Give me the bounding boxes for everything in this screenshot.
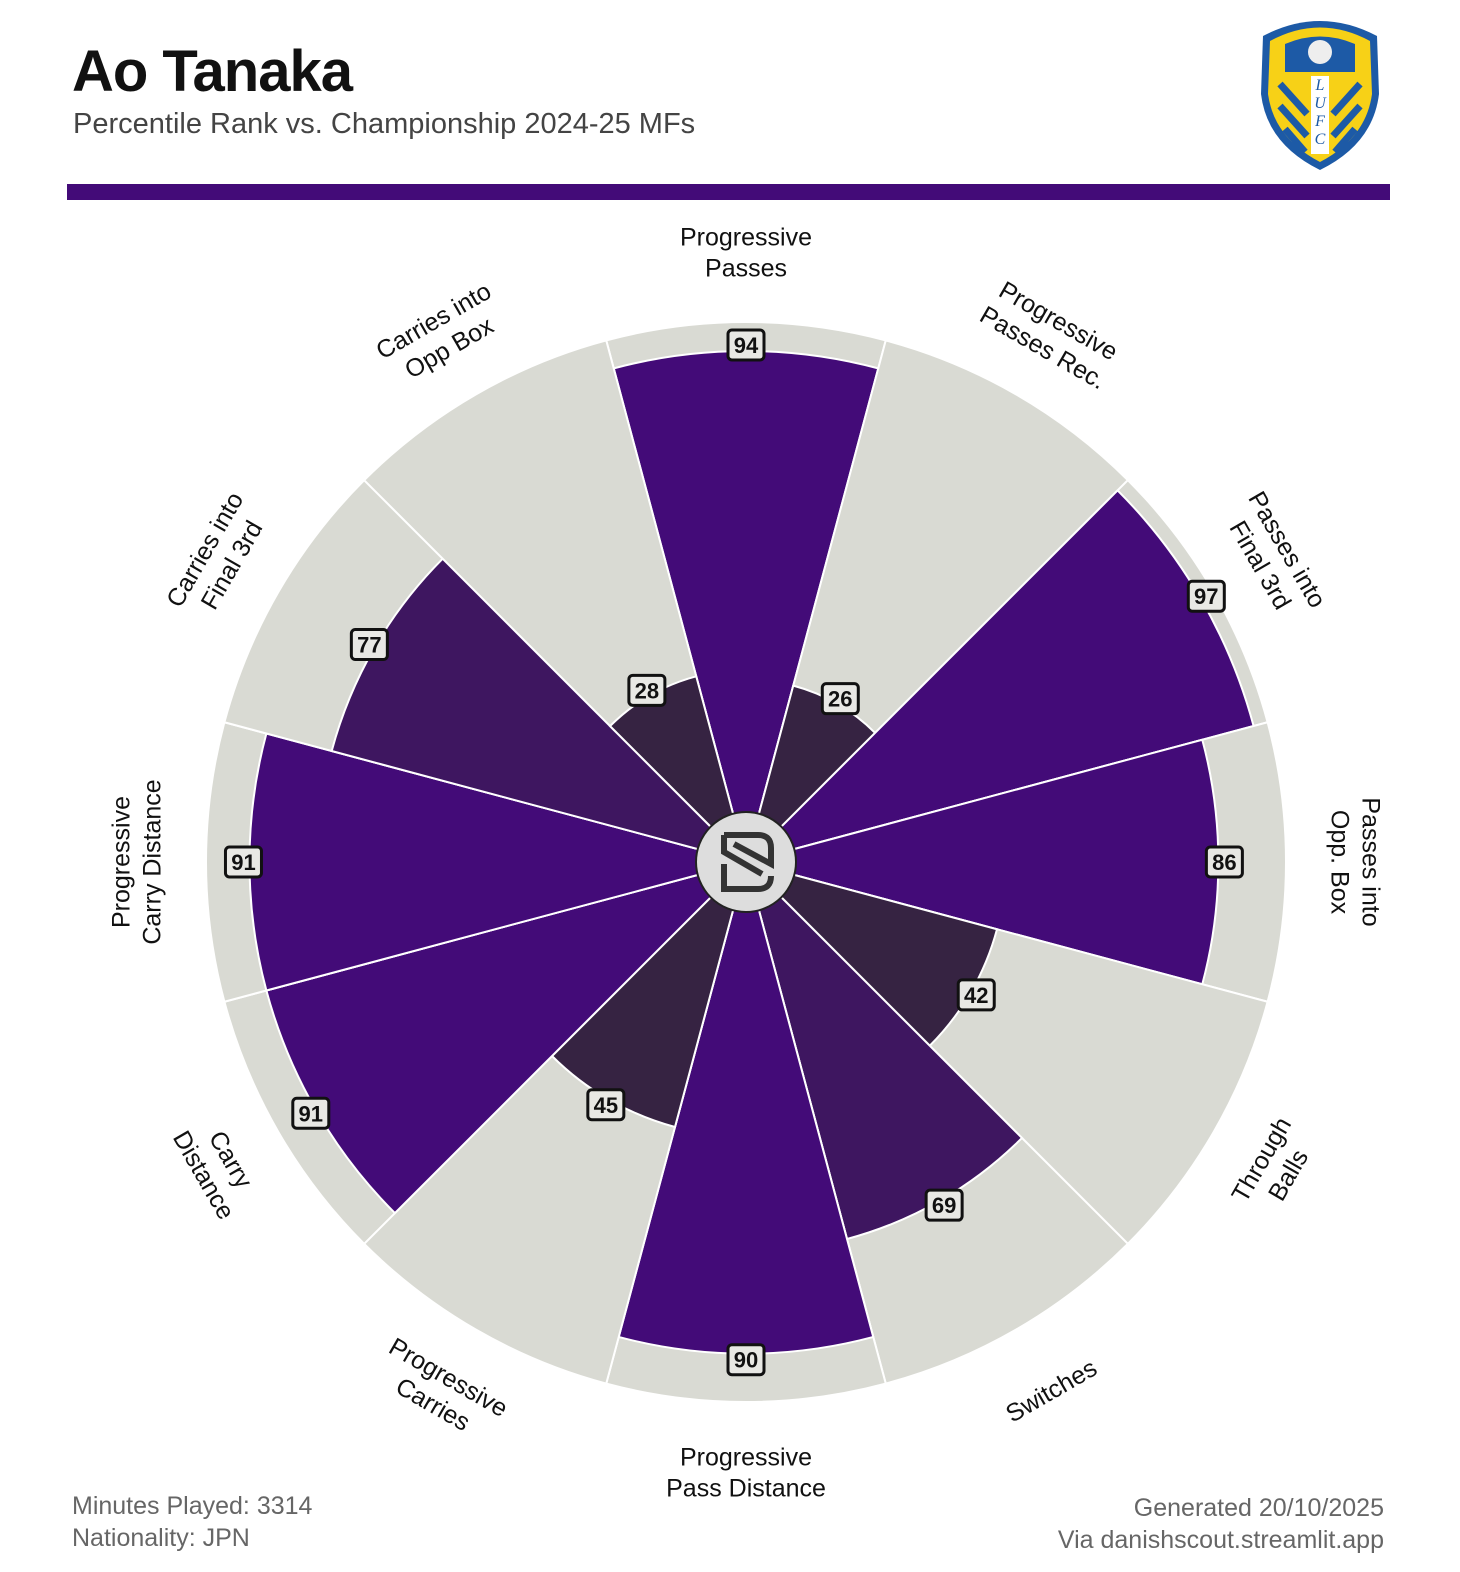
minutes-played: Minutes Played: 3314 <box>72 1492 313 1520</box>
value-label-box <box>627 673 667 707</box>
nationality: Nationality: JPN <box>72 1524 250 1552</box>
header-divider <box>67 184 1390 200</box>
source-link: Via danishscout.streamlit.app <box>1057 1526 1384 1554</box>
category-label-line: Switches <box>1001 1354 1102 1428</box>
category-label-line: Progressive <box>108 796 136 928</box>
value-label-box <box>820 682 860 716</box>
club-crest-lettering: LUFC <box>1314 77 1326 148</box>
value-label: 69 <box>932 1193 956 1218</box>
value-label-box <box>726 1343 766 1377</box>
category-label: Progressive Carry Distance <box>108 779 167 944</box>
value-label-box <box>1186 579 1226 613</box>
value-label: 77 <box>357 633 381 658</box>
value-label: 86 <box>1212 850 1236 875</box>
value-label: 28 <box>635 678 659 703</box>
value-label: 94 <box>734 333 759 358</box>
value-label: 91 <box>299 1101 323 1126</box>
category-label-line: Progressive <box>680 1444 812 1472</box>
value-label: 45 <box>594 1093 618 1118</box>
value-label: 90 <box>734 1348 758 1373</box>
category-label: Progressive Pass Distance <box>666 1444 826 1503</box>
category-label-line: Passes into <box>1357 797 1385 926</box>
value-label-box <box>726 328 766 362</box>
chart-subtitle: Percentile Rank vs. Championship 2024-25… <box>73 108 696 140</box>
value-label-box <box>223 845 263 879</box>
category-label-line: Passes <box>705 255 787 283</box>
value-label-box <box>956 978 996 1012</box>
value-label: 91 <box>231 850 255 875</box>
value-label-box <box>349 628 389 662</box>
value-label-box <box>924 1188 964 1222</box>
value-label: 26 <box>828 687 852 712</box>
club-crest-logo <box>1261 21 1379 170</box>
category-label-line: Pass Distance <box>666 1475 826 1503</box>
danishscout-icon <box>721 832 774 892</box>
category-label-line: Carry Distance <box>139 779 167 944</box>
value-label-box <box>586 1088 626 1122</box>
player-name: Ao Tanaka <box>72 39 353 104</box>
category-label: Progressive Passes <box>680 224 812 283</box>
footer-right: Generated 20/10/2025 Via danishscout.str… <box>1058 1492 1384 1556</box>
generated-date: Generated 20/10/2025 <box>1133 1494 1384 1522</box>
value-label: 42 <box>964 983 988 1008</box>
value-label-box <box>291 1096 331 1130</box>
category-label: Switches <box>1001 1354 1102 1428</box>
value-label-box <box>1204 845 1244 879</box>
category-label-line: Opp. Box <box>1326 810 1354 915</box>
category-label-line: Progressive <box>680 224 812 252</box>
footer-left: Minutes Played: 3314 Nationality: JPN <box>72 1490 312 1554</box>
value-label: 97 <box>1194 584 1218 609</box>
